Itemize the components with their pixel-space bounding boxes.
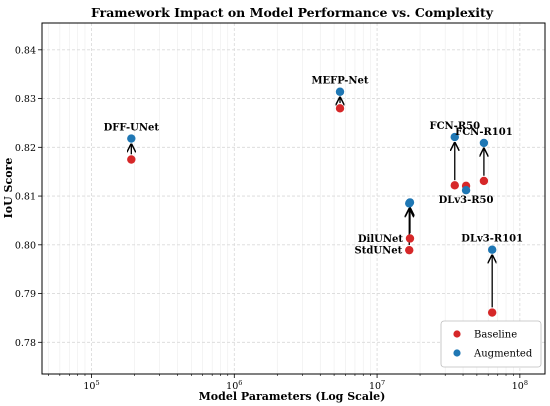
y-axis-label: IoU Score <box>2 158 15 219</box>
augmented-point <box>461 186 471 195</box>
augmented-point <box>127 134 136 143</box>
point-label: MEFP-Net <box>311 76 368 87</box>
point-label: DFF-UNet <box>104 123 160 134</box>
x-tick-label: 107 <box>369 379 385 392</box>
augmented-point <box>335 87 345 96</box>
baseline-point <box>405 234 415 243</box>
baseline-point <box>450 181 459 190</box>
y-tick-label: 0.81 <box>15 192 36 203</box>
augmented-point <box>450 132 459 142</box>
y-tick-label: 0.78 <box>15 338 36 349</box>
legend-marker <box>453 349 461 357</box>
y-tick-label: 0.83 <box>15 94 36 105</box>
augmented-point <box>405 199 414 208</box>
legend-box <box>440 320 542 368</box>
point-label: FCN-R50 <box>429 121 480 132</box>
y-tick-label: 0.80 <box>15 240 36 251</box>
point-label: FCN-R101 <box>455 127 513 138</box>
point-label: DLv3-R50 <box>439 195 494 206</box>
point-label: DilUNet <box>358 234 403 245</box>
x-axis-label: Model Parameters (Log Scale) <box>199 390 386 403</box>
x-tick-label: 106 <box>226 379 242 392</box>
legend-label: Augmented <box>473 349 533 360</box>
augmented-point <box>487 245 497 254</box>
plot-frame <box>41 22 546 375</box>
baseline-point <box>405 245 414 255</box>
y-tick-label: 0.79 <box>15 289 36 300</box>
legend-marker <box>453 330 461 338</box>
grid <box>42 23 545 374</box>
x-tick-label: 105 <box>83 379 99 392</box>
point-label: StdUNet <box>355 246 403 257</box>
baseline-point <box>127 155 136 164</box>
y-tick-label: 0.82 <box>15 143 36 154</box>
chart-title: Framework Impact on Model Performance vs… <box>91 5 494 20</box>
legend: Baseline Augmented <box>440 320 542 368</box>
y-tick-label: 0.84 <box>15 45 36 56</box>
data-points <box>127 87 497 317</box>
baseline-point <box>487 308 497 317</box>
x-tick-label: 108 <box>512 379 528 392</box>
baseline-point <box>335 104 345 113</box>
point-label: DLv3-R101 <box>461 234 523 245</box>
augmented-point <box>479 138 489 148</box>
legend-label: Baseline <box>474 330 517 341</box>
baseline-point <box>479 176 489 186</box>
axis-ticks: 105 106 107 108 0.78 0.79 0.80 0.81 0.82 0.83 0.84 <box>15 45 528 392</box>
